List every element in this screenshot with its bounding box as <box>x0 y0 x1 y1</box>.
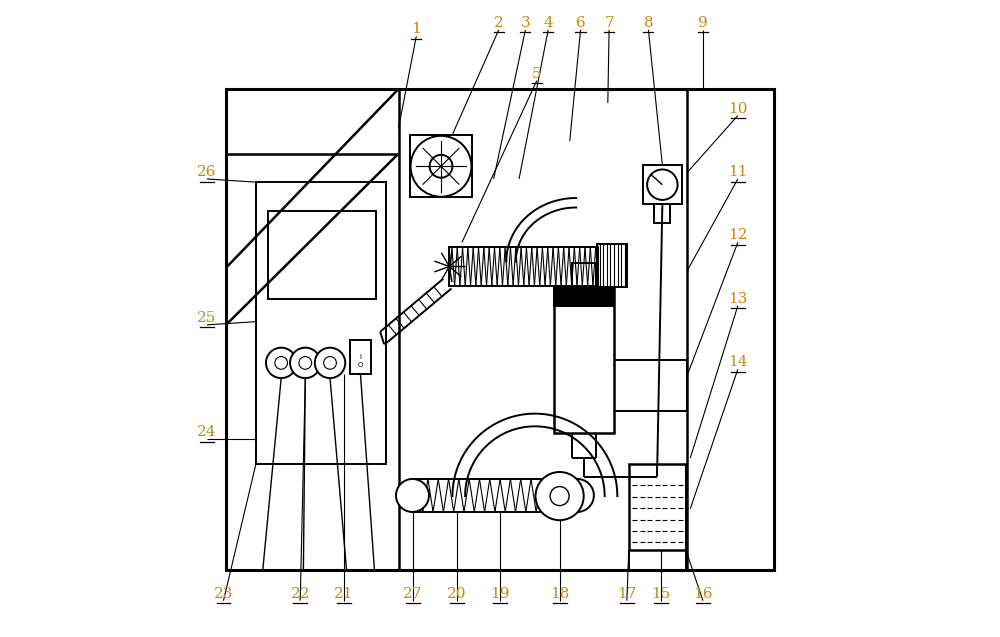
Text: 7: 7 <box>604 16 614 30</box>
Bar <box>410 134 472 197</box>
Text: 15: 15 <box>651 587 671 601</box>
Circle shape <box>266 348 296 378</box>
Text: 10: 10 <box>728 101 748 115</box>
Circle shape <box>536 472 584 520</box>
Text: 18: 18 <box>550 587 569 601</box>
Text: I: I <box>359 354 361 360</box>
Text: 19: 19 <box>490 587 510 601</box>
Text: 5: 5 <box>532 67 542 81</box>
Bar <box>572 262 596 287</box>
Text: 6: 6 <box>576 16 585 30</box>
Text: 27: 27 <box>403 587 423 601</box>
Circle shape <box>647 169 678 200</box>
Text: 13: 13 <box>728 292 748 306</box>
Text: 8: 8 <box>644 16 653 30</box>
Text: 9: 9 <box>698 16 708 30</box>
Bar <box>643 165 682 204</box>
Text: 26: 26 <box>197 165 217 179</box>
Text: 25: 25 <box>197 311 217 325</box>
Text: 1: 1 <box>411 22 421 36</box>
Text: 4: 4 <box>543 16 553 30</box>
Text: 14: 14 <box>728 355 748 369</box>
Bar <box>449 247 598 285</box>
Text: 11: 11 <box>728 165 748 179</box>
Circle shape <box>411 136 471 197</box>
Bar <box>256 182 386 464</box>
Text: 3: 3 <box>521 16 530 30</box>
Bar <box>268 211 376 299</box>
Bar <box>412 479 577 512</box>
Text: 21: 21 <box>334 587 354 601</box>
Bar <box>226 89 774 569</box>
Bar <box>597 245 627 287</box>
Circle shape <box>430 155 452 178</box>
Text: 24: 24 <box>197 425 217 439</box>
Text: 16: 16 <box>693 587 713 601</box>
Circle shape <box>299 357 312 369</box>
Bar <box>554 287 614 306</box>
Bar <box>629 464 686 550</box>
Text: 2: 2 <box>494 16 504 30</box>
Text: 22: 22 <box>290 587 310 601</box>
Bar <box>554 287 614 433</box>
Bar <box>350 340 371 375</box>
Circle shape <box>396 479 429 512</box>
Text: 17: 17 <box>617 587 637 601</box>
Circle shape <box>561 479 594 512</box>
Text: 12: 12 <box>728 229 748 243</box>
Circle shape <box>275 357 288 369</box>
Circle shape <box>290 348 321 378</box>
Circle shape <box>324 357 336 369</box>
Text: 20: 20 <box>447 587 467 601</box>
Circle shape <box>550 487 569 506</box>
Text: O: O <box>358 362 363 368</box>
Text: 23: 23 <box>214 587 233 601</box>
Circle shape <box>315 348 345 378</box>
Bar <box>654 204 670 224</box>
